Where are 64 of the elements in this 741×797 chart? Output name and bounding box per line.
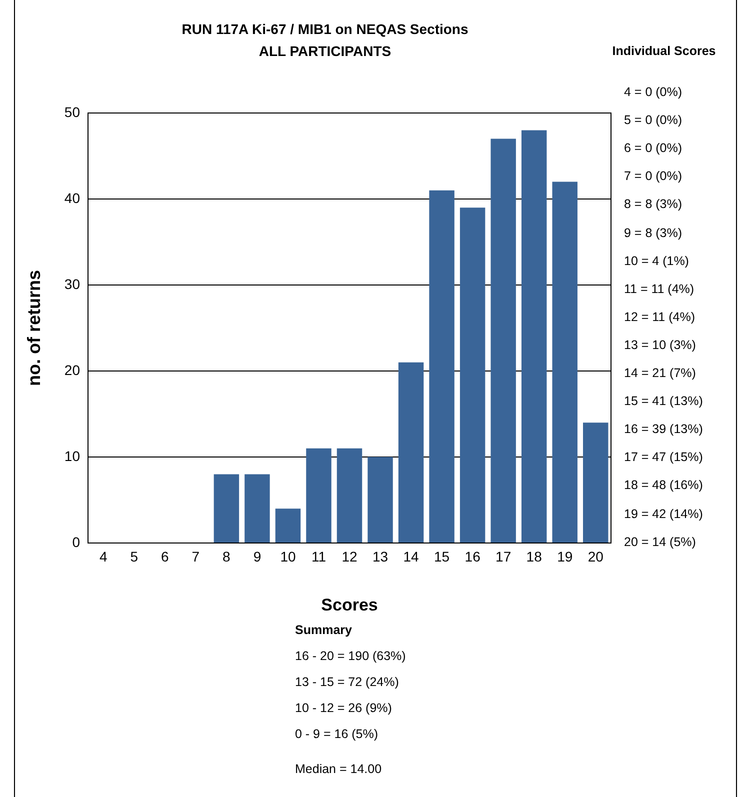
x-tick-label: 15 <box>434 548 450 564</box>
y-axis-title: no. of returns <box>24 270 44 386</box>
x-tick-label: 20 <box>588 548 604 564</box>
text: 10 - 12 = 26 (9%) <box>295 701 392 715</box>
text: 4 = 0 (0%) <box>624 85 682 99</box>
bar <box>368 457 393 542</box>
x-tick-label: 14 <box>403 548 420 564</box>
bar <box>306 448 332 542</box>
text: 13 - 15 = 72 (24%) <box>295 675 399 689</box>
x-tick-label: 4 <box>99 548 108 564</box>
text: 7 = 0 (0%) <box>624 169 682 184</box>
text: 17 = 47 (15%) <box>624 450 703 464</box>
x-tick-label: 7 <box>192 548 200 564</box>
x-axis-title: Scores <box>321 595 378 614</box>
x-tick-label: 13 <box>372 548 388 564</box>
chart-title: RUN 117A Ki-67 / MIB1 on NEQAS Sections <box>180 21 470 37</box>
text: 16 - 20 = 190 (63%) <box>295 649 406 663</box>
text: 5 = 0 (0%) <box>624 113 682 128</box>
x-tick-label: 12 <box>342 548 358 564</box>
text: 15 = 41 (13%) <box>624 394 703 408</box>
text: 12 = 11 (4%) <box>624 310 695 324</box>
x-tick-label: 9 <box>253 548 262 564</box>
bar <box>460 208 486 542</box>
text: Median = 14.00 <box>295 762 382 776</box>
bar <box>552 182 578 542</box>
bar <box>275 508 301 542</box>
x-tick-label: 8 <box>222 548 231 564</box>
x-tick-label: 17 <box>496 548 512 564</box>
x-tick-label: 11 <box>311 548 326 564</box>
chart-subtitle: ALL PARTICIPANTS <box>258 43 392 59</box>
text: 6 = 0 (0%) <box>624 141 682 156</box>
y-tick-label: 20 <box>64 362 80 378</box>
x-tick-label: 10 <box>280 548 296 564</box>
bar <box>214 474 240 542</box>
bar <box>336 448 362 542</box>
x-tick-label: 5 <box>130 548 138 564</box>
y-tick-label: 30 <box>64 276 80 292</box>
text: 19 = 42 (14%) <box>624 506 703 520</box>
y-tick-label: 10 <box>64 448 80 464</box>
text: 13 = 10 (3%) <box>624 338 696 352</box>
y-tick-label: 40 <box>64 190 80 206</box>
text: 16 = 39 (13%) <box>624 422 703 436</box>
bar <box>583 422 608 542</box>
text: 14 = 21 (7%) <box>624 366 696 380</box>
text: 0 - 9 = 16 (5%) <box>295 727 378 741</box>
text: Summary <box>295 623 352 637</box>
bar <box>429 190 454 542</box>
y-tick-label: 0 <box>72 534 80 550</box>
x-tick-label: 18 <box>526 548 542 564</box>
y-tick-label: 50 <box>64 104 80 120</box>
x-tick-label: 6 <box>161 548 170 564</box>
text: 8 = 8 (3%) <box>624 197 682 212</box>
x-tick-label: 19 <box>557 548 573 564</box>
text: 10 = 4 (1%) <box>624 254 689 268</box>
bar <box>398 362 424 542</box>
bar <box>490 138 516 542</box>
text: 20 = 14 (5%) <box>624 534 696 549</box>
bar <box>244 474 270 542</box>
text: 9 = 8 (3%) <box>624 226 682 240</box>
text: 11 = 11 (4%) <box>624 282 694 296</box>
text: 18 = 48 (16%) <box>624 478 703 492</box>
x-tick-label: 16 <box>464 548 481 564</box>
bar <box>521 130 547 542</box>
text: Individual Scores <box>611 43 717 60</box>
